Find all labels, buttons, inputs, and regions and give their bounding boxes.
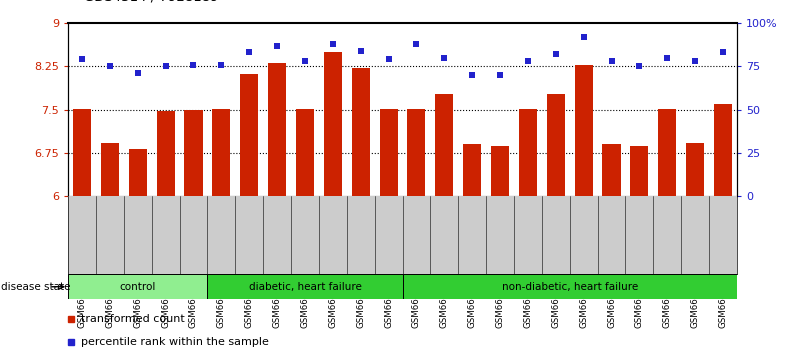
Point [578,34,590,40]
Point [493,72,506,78]
Point [689,58,702,64]
Bar [73,109,91,196]
Point [131,70,144,76]
Point [633,64,646,69]
Bar [630,146,649,196]
Bar [519,109,537,196]
Bar [463,144,481,196]
Point [103,64,116,69]
Text: non-diabetic, heart failure: non-diabetic, heart failure [501,282,638,292]
Bar [658,109,676,196]
Bar [547,93,565,196]
Point [717,50,730,55]
Bar [268,63,286,196]
Bar [408,109,425,196]
Bar [324,52,342,196]
Bar [207,274,403,299]
Point [605,58,618,64]
Point [215,62,227,68]
Text: disease state: disease state [1,282,70,292]
Point [549,51,562,57]
Bar [212,109,231,196]
Bar [240,74,258,196]
Bar [380,109,397,196]
Bar [129,149,147,196]
Point [410,41,423,47]
Text: diabetic, heart failure: diabetic, heart failure [248,282,361,292]
Point [382,57,395,62]
Bar [101,143,119,196]
Point [661,55,674,61]
Bar [184,110,203,196]
Text: control: control [119,282,156,292]
Bar [686,143,704,196]
Bar [156,112,175,196]
Point [327,41,340,47]
Point [521,58,534,64]
Bar [296,109,314,196]
Bar [435,93,453,196]
Point [159,64,172,69]
Point [465,72,478,78]
Point [243,50,256,55]
Bar [403,274,737,299]
Point [271,43,284,48]
Bar [714,104,732,196]
Bar [68,274,207,299]
Bar [574,65,593,196]
Bar [352,68,370,196]
Point [75,57,88,62]
Bar [602,144,621,196]
Point [299,58,312,64]
Bar [491,146,509,196]
Text: transformed count: transformed count [82,314,185,324]
Point [187,62,200,68]
Point [438,55,451,61]
Text: percentile rank within the sample: percentile rank within the sample [82,337,269,347]
Text: GDS4314 / 7928189: GDS4314 / 7928189 [84,0,219,4]
Point [354,48,367,53]
